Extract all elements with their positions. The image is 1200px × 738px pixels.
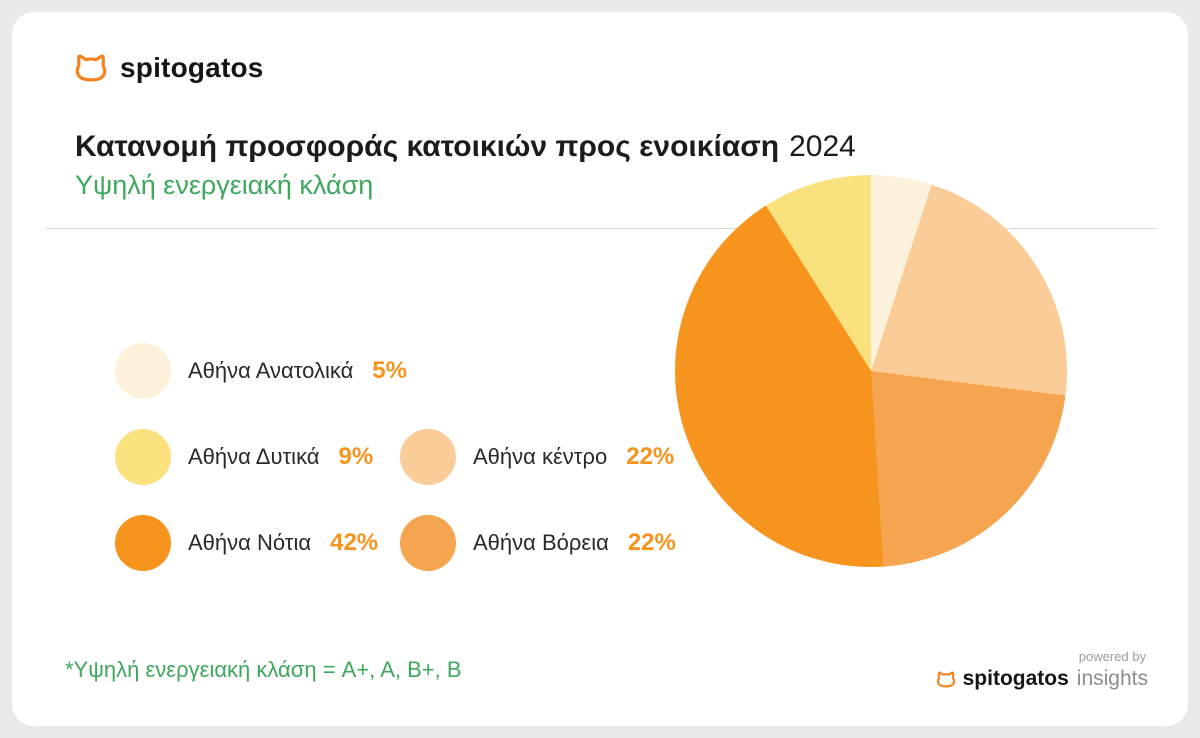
chart-title: Κατανομή προσφοράς κατοικιών προς ενοικί… — [75, 130, 856, 164]
infographic-card: spitogatos Κατανομή προσφοράς κατοικιών … — [12, 12, 1188, 726]
brand-logo-text: spitogatos — [120, 52, 264, 83]
legend-swatch-kentro — [400, 429, 456, 485]
powered-brand-name: spitogatos — [962, 667, 1069, 690]
legend-item-anatolika: Αθήνα Ανατολικά 5% — [115, 328, 407, 414]
legend-item-dytika: Αθήνα Δυτικά 9% — [115, 414, 400, 500]
legend-label: Αθήνα Βόρεια — [473, 530, 609, 555]
legend-swatch-voreia — [400, 515, 456, 571]
legend-label: Αθήνα κέντρο — [473, 444, 608, 469]
legend-value: 42% — [330, 529, 379, 556]
pie-chart — [675, 175, 1067, 567]
legend-value: 22% — [626, 443, 675, 470]
legend-value: 9% — [338, 443, 374, 470]
legend-item-voreia: Αθήνα Βόρεια 22% — [400, 500, 676, 586]
legend-item-notia: Αθήνα Νότια 42% — [115, 500, 400, 586]
legend-value: 5% — [372, 357, 407, 384]
legend-item-kentro: Αθήνα κέντρο 22% — [400, 414, 676, 500]
cat-icon-small — [935, 670, 957, 689]
powered-by: powered by spitogatos insights — [935, 649, 1148, 691]
footnote: *Υψηλή ενεργειακή κλάση = A+, A, B+, B — [65, 657, 462, 682]
brand-logo: spitogatos — [72, 52, 264, 84]
chart-title-year: 2024 — [789, 130, 856, 163]
chart-subtitle: Υψηλή ενεργειακή κλάση — [75, 170, 374, 200]
divider — [45, 228, 1157, 229]
legend-label: Αθήνα Ανατολικά — [188, 358, 354, 383]
cat-icon — [72, 52, 110, 84]
powered-by-label: powered by — [1078, 649, 1146, 664]
powered-by-brand: spitogatos insights — [935, 667, 1148, 691]
legend-value: 22% — [627, 529, 676, 556]
legend-swatch-notia — [115, 515, 171, 571]
powered-brand-suffix: insights — [1076, 667, 1148, 690]
legend-swatch-anatolika — [115, 343, 171, 399]
legend: Αθήνα Ανατολικά 5% Αθήνα Δυτικά 9% Αθήνα… — [115, 328, 676, 586]
legend-label: Αθήνα Νότια — [188, 530, 312, 555]
legend-label: Αθήνα Δυτικά — [188, 444, 320, 469]
chart-title-main: Κατανομή προσφοράς κατοικιών προς ενοικί… — [75, 130, 780, 163]
legend-swatch-dytika — [115, 429, 171, 485]
